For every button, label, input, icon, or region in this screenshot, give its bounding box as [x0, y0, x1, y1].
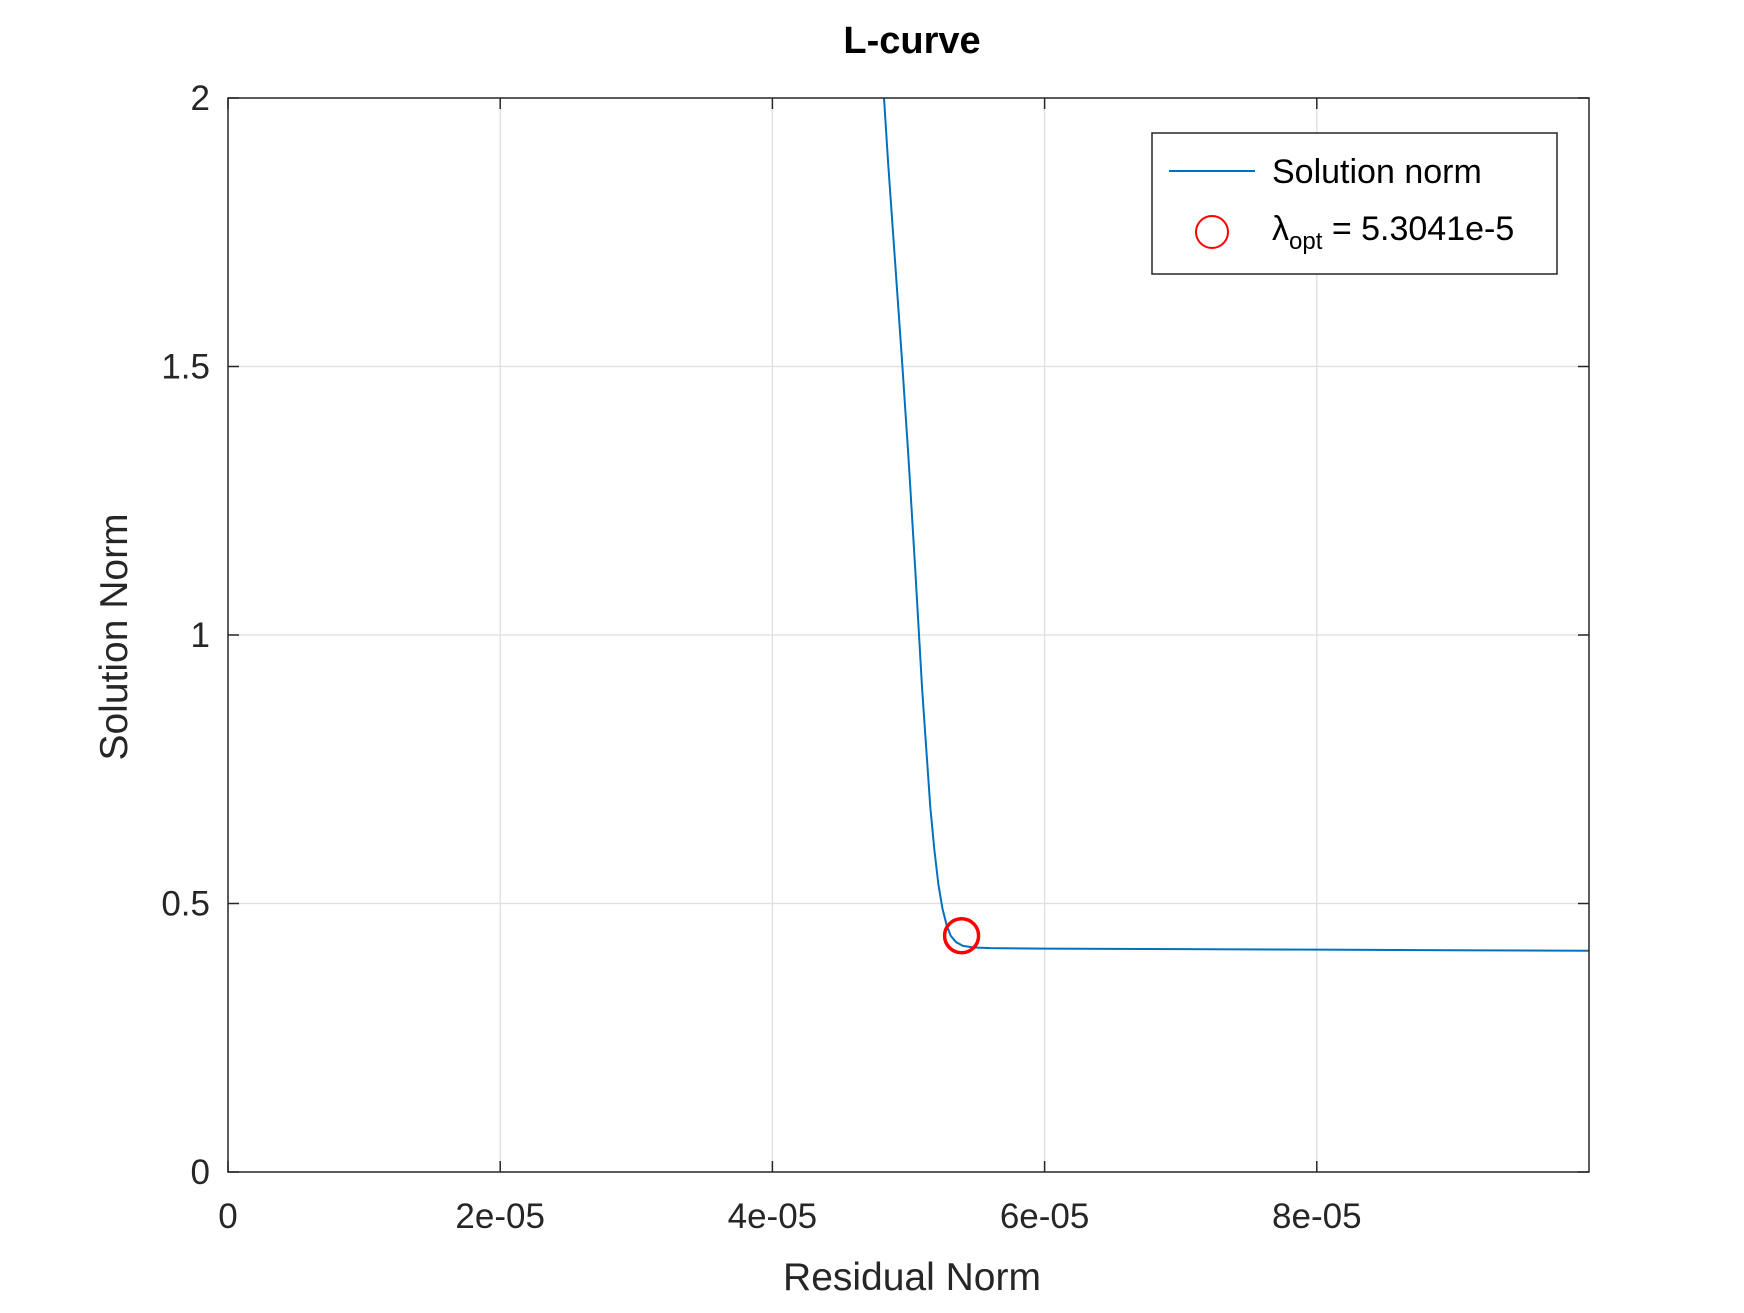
x-tick-label-2: 4e-05 [728, 1197, 818, 1236]
y-tick-label-3: 1.5 [161, 348, 210, 387]
y-tick-label-0: 0 [191, 1153, 210, 1192]
y-tick-label-2: 1 [191, 616, 210, 655]
series-layer [883, 98, 1589, 955]
y-tick-label-4: 2 [191, 79, 210, 118]
x-axis-label: Residual Norm [783, 1256, 1041, 1299]
legend-lambda-subscript: opt [1289, 228, 1323, 255]
x-tick-label-0: 0 [218, 1197, 237, 1236]
tick-labels: 0 2e-05 4e-05 6e-05 8e-05 0 0.5 1 1.5 2 [161, 79, 1361, 1236]
y-tick-label-1: 0.5 [161, 885, 210, 924]
grid-lines [228, 98, 1589, 1172]
x-tick-label-1: 2e-05 [455, 1197, 545, 1236]
legend-lambda-value: = 5.3041e-5 [1322, 210, 1514, 248]
legend: Solution norm λopt = 5.3041e-5 [1151, 132, 1558, 275]
chart-title: L-curve [843, 20, 980, 62]
y-axis-label: Solution Norm [93, 513, 136, 760]
axes-layer [227, 97, 1590, 1173]
legend-lambda-symbol: λ [1272, 210, 1289, 248]
legend-label-solution-norm: Solution norm [1272, 153, 1482, 191]
legend-box [1151, 132, 1558, 275]
legend-label-lambda-opt: λopt = 5.3041e-5 [1272, 210, 1514, 255]
optimal-lambda-marker [942, 916, 981, 955]
legend-marker-swatch [1195, 215, 1229, 249]
series-line-solution-norm [883, 98, 1589, 952]
x-tick-label-3: 6e-05 [1000, 1197, 1090, 1236]
x-tick-label-4: 8e-05 [1272, 1197, 1362, 1236]
